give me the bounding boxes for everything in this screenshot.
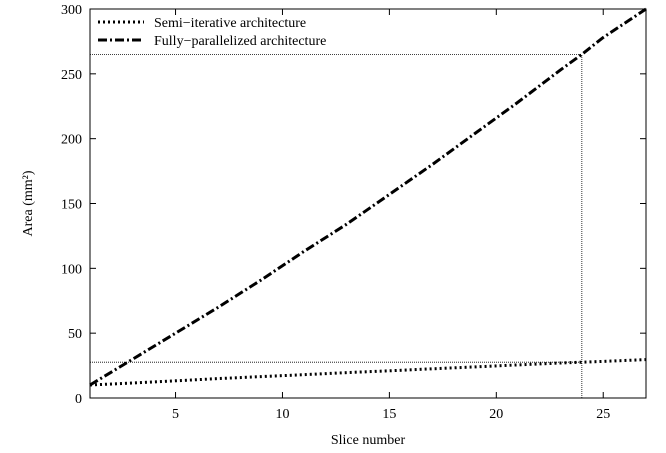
legend-label-1: Semi−iterative architecture — [154, 16, 306, 31]
x-tick-label: 15 — [382, 407, 396, 422]
y-tick-label: 50 — [68, 327, 82, 342]
x-tick-label: 25 — [596, 407, 610, 422]
reference-lines — [90, 53, 583, 398]
y-tick-label: 150 — [61, 198, 82, 213]
legend-label-2: Fully−parallelized architecture — [154, 34, 326, 49]
series-layer — [89, 7, 647, 387]
legend: Semi−iterative architecture Fully−paralle… — [98, 16, 326, 49]
x-tick-label: 10 — [275, 407, 289, 422]
x-axis-label: Slice number — [331, 433, 406, 448]
y-tick-label: 250 — [61, 68, 82, 83]
series-line-1 — [89, 358, 647, 387]
y-tick-label: 300 — [61, 3, 82, 18]
series-line-2 — [89, 7, 647, 387]
x-tick-label: 20 — [489, 407, 503, 422]
y-tick-label: 100 — [61, 262, 82, 277]
y-tick-label: 0 — [75, 392, 82, 407]
y-tick-label: 200 — [61, 133, 82, 148]
x-tick-label: 5 — [172, 407, 179, 422]
ticks-layer: 0 50 100 150 200 250 300 5 10 15 20 25 — [61, 3, 646, 422]
y-axis-label: Area (mm²) — [21, 170, 36, 236]
